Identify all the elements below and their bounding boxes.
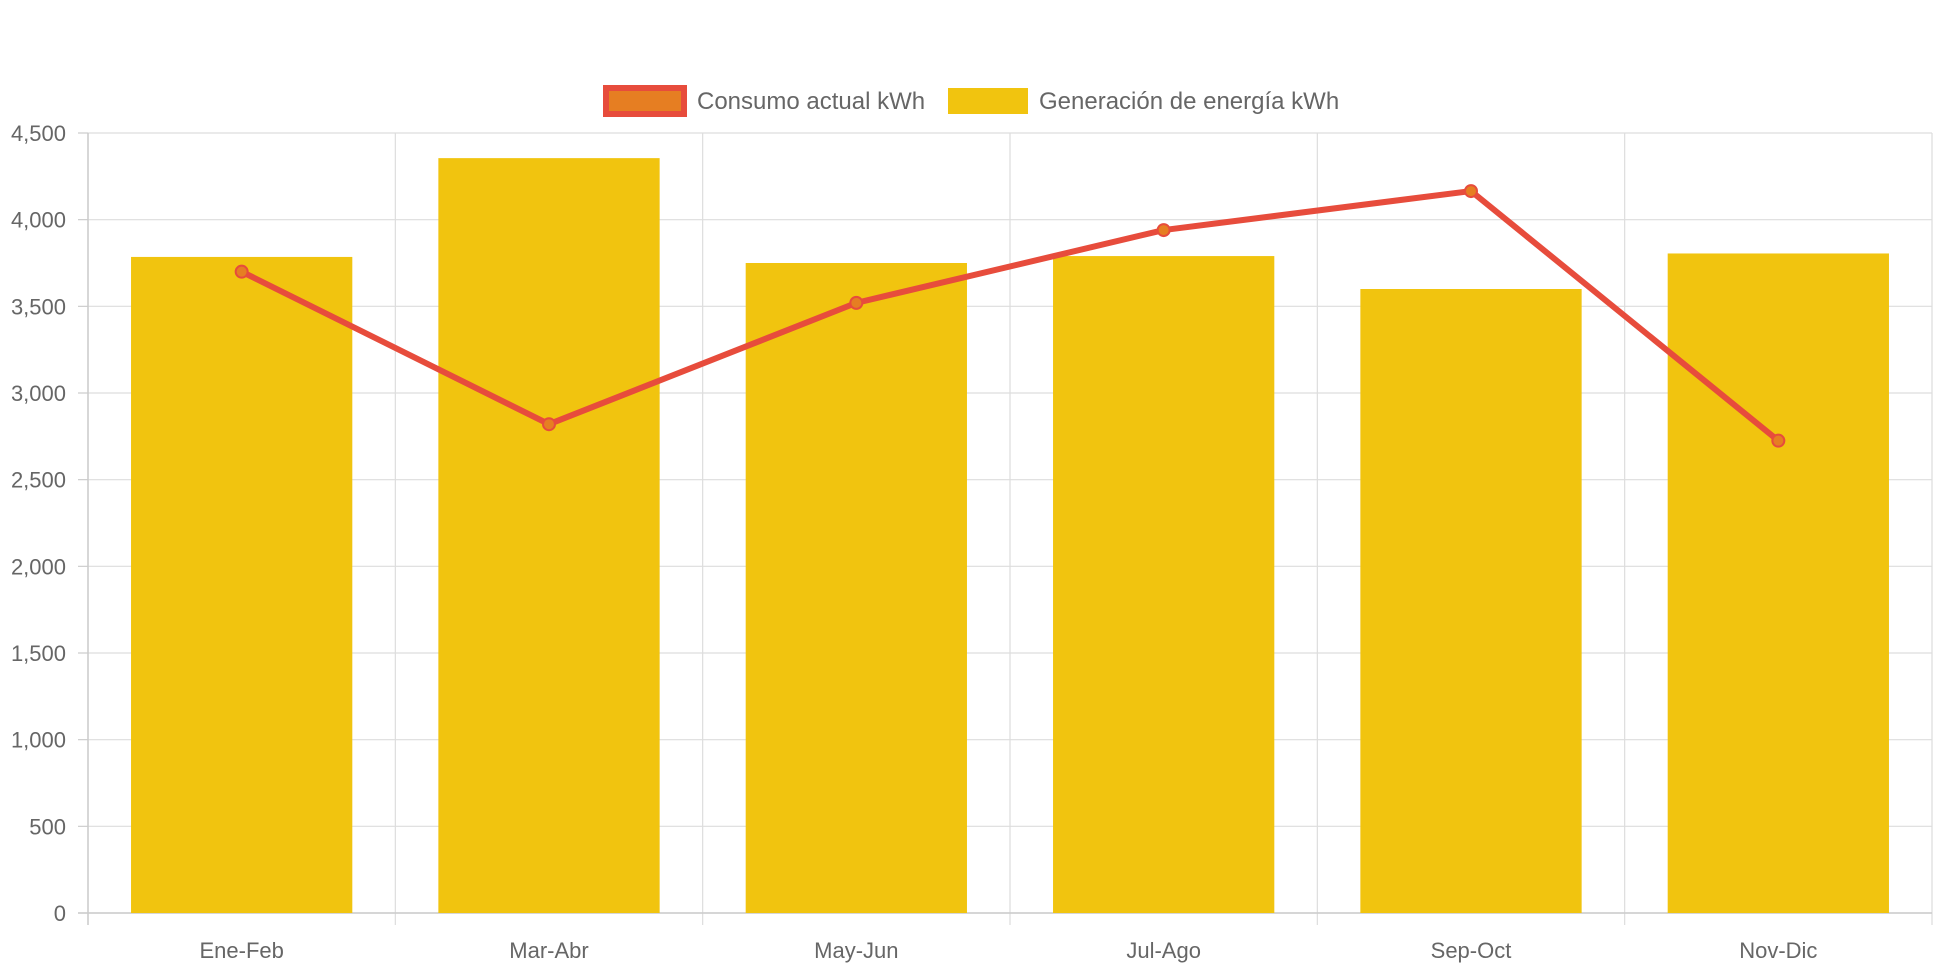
consumption-line [234,184,1786,448]
legend: Consumo actual kWh Generación de energía… [603,85,1339,117]
legend-consumption-label[interactable]: Consumo actual kWh [697,88,925,115]
legend-generation-label[interactable]: Generación de energía kWh [1039,88,1339,115]
x-tick-label: May-Jun [814,938,898,963]
y-axis: 0 500 1,000 1,500 2,000 2,500 3,000 3,500 4,000 4… [11,121,88,926]
x-tick-label: Jul-Ago [1126,938,1201,963]
y-tick-label: 2,500 [11,468,66,493]
generation-bar[interactable] [438,158,660,914]
generation-bar[interactable] [1360,289,1582,913]
x-tick-label: Nov-Dic [1739,938,1817,963]
generation-bar[interactable] [1667,253,1889,913]
generation-bars [131,158,1889,914]
generation-bar[interactable] [131,256,353,913]
generation-bar[interactable] [1053,256,1275,914]
grid-lines [78,132,1933,925]
consumption-line-path [238,188,1782,444]
y-tick-label: 0 [54,901,66,926]
consumption-point[interactable] [234,264,249,279]
x-tick-label: Sep-Oct [1431,938,1512,963]
consumption-point[interactable] [1771,433,1786,448]
consumption-point[interactable] [542,417,556,432]
y-tick-label: 3,500 [11,294,66,319]
legend-generation-swatch[interactable] [948,88,1028,114]
consumption-point[interactable] [1464,184,1478,199]
y-tick-label: 3,000 [11,381,66,406]
x-axis: Ene-Feb Mar-Abr May-Jun Jul-Ago Sep-Oct Nov-D… [199,938,1817,963]
generation-bar[interactable] [745,263,967,913]
y-tick-label: 4,000 [11,208,66,233]
x-tick-label: Ene-Feb [199,938,283,963]
x-tick-label: Mar-Abr [509,938,588,963]
y-tick-label: 500 [29,814,66,839]
y-tick-label: 1,000 [11,728,66,753]
y-tick-label: 2,000 [11,554,66,579]
consumption-point[interactable] [1156,223,1171,238]
y-tick-label: 4,500 [11,121,66,146]
y-tick-label: 1,500 [11,641,66,666]
legend-consumption-swatch[interactable] [603,85,687,117]
consumption-point[interactable] [849,295,864,310]
